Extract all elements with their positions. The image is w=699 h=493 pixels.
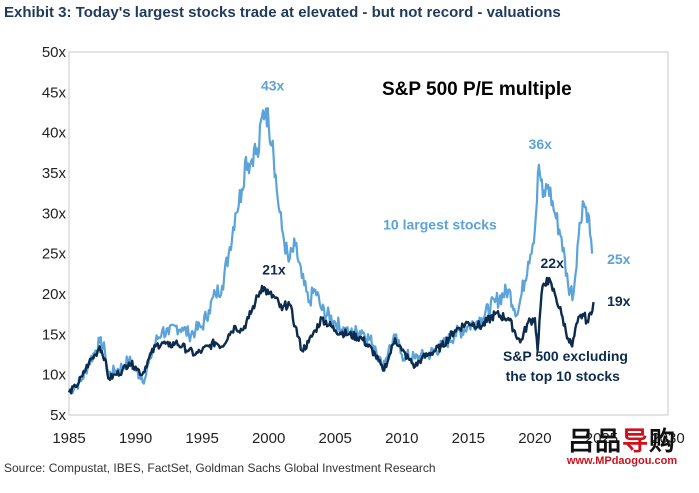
y-tick-label: 10x <box>42 367 67 384</box>
x-tick-label: 1985 <box>52 430 85 447</box>
x-tick-label: 2020 <box>518 430 551 447</box>
annotation-label: 36x <box>529 136 553 152</box>
label-layer: 43x 36x 10 largest stocks 25x 21x 22x 19x S&P 5… <box>261 78 631 384</box>
chart-title: S&P 500 P/E multiple <box>382 79 572 100</box>
y-tick-label: 50x <box>42 44 67 61</box>
y-tick-label: 35x <box>42 165 67 182</box>
x-tick-label: 1995 <box>185 430 218 447</box>
x-tick-label: 2005 <box>319 430 352 447</box>
x-tick-label: 2010 <box>385 430 418 447</box>
series-layer <box>67 107 595 395</box>
series-line-sp500-ex-top10 <box>67 276 595 395</box>
plot-border <box>68 51 669 416</box>
y-tick-label: 45x <box>42 84 67 101</box>
y-tick-label: 20x <box>42 286 67 303</box>
y-tick-label: 40x <box>42 125 67 142</box>
y-tick-label: 30x <box>42 205 67 222</box>
annotation-label: 43x <box>261 78 285 94</box>
annotation-label: 21x <box>262 262 286 278</box>
axes-layer: 5x 10x 15x 20x 25x 30x 35x 40x 45x 50x 1985 1990 199… <box>42 44 685 447</box>
annotation-label: the top 10 stocks <box>506 368 621 384</box>
x-tick-label: 2000 <box>252 430 285 447</box>
y-tick-label: 5x <box>50 407 66 424</box>
x-tick-label: 2025 <box>585 430 618 447</box>
x-tick-label: 2015 <box>452 430 485 447</box>
x-tick-label: 2030 <box>651 430 684 447</box>
x-tick-label: 1990 <box>119 430 152 447</box>
exhibit-title: Exhibit 3: Today's largest stocks trade … <box>4 4 561 21</box>
series-line-10-largest <box>68 107 594 395</box>
annotation-label: 22x <box>541 255 565 271</box>
annotation-label: 25x <box>607 251 631 267</box>
y-tick-label: 25x <box>42 246 67 263</box>
y-tick-label: 15x <box>42 326 67 343</box>
annotation-label: S&P 500 excluding <box>503 348 628 364</box>
annotation-label: 19x <box>607 293 631 309</box>
source-note: Source: Compustat, IBES, FactSet, Goldma… <box>4 461 436 475</box>
annotation-label: 10 largest stocks <box>383 216 497 232</box>
